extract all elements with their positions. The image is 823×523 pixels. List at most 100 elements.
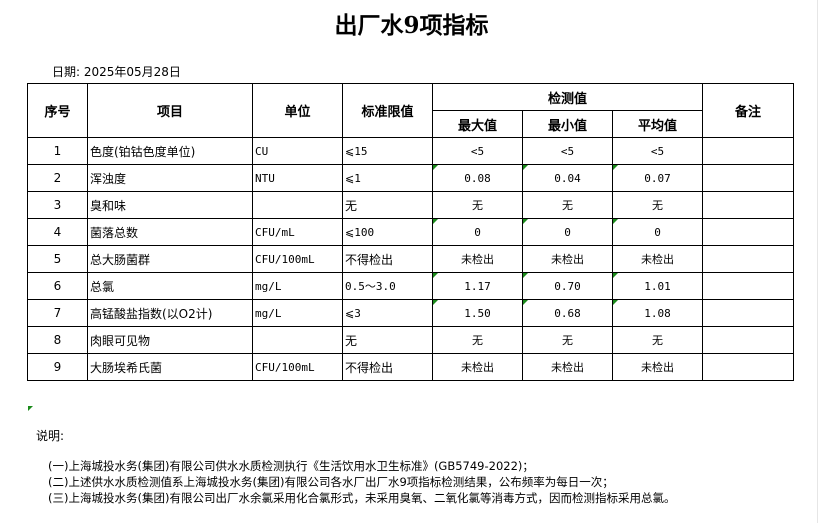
header-measured: 检测值 (432, 83, 703, 111)
note-2: (二)上述供水水质检测值系上海城投水务(集团)有限公司各水厂出厂水9项指标检测结… (48, 475, 614, 489)
cell-max: 1.50 (432, 299, 523, 327)
cell-min: 未检出 (522, 245, 613, 273)
cell-marker (523, 165, 528, 170)
table-row: 8 肉眼可见物无无无无 (27, 326, 794, 354)
cell-min: <5 (522, 137, 613, 165)
cell-no: 4 (27, 218, 88, 246)
cell-remark (702, 137, 794, 165)
cell-unit: mg/L (252, 272, 343, 300)
cell-max: <5 (432, 137, 523, 165)
cell-remark (702, 191, 794, 219)
cell-avg: 0 (612, 218, 703, 246)
cell-no: 5 (27, 245, 88, 273)
cell-remark (702, 272, 794, 300)
cell-marker (28, 406, 33, 411)
cell-avg: 未检出 (612, 245, 703, 273)
cell-no: 8 (27, 326, 88, 354)
header-unit: 单位 (252, 83, 343, 138)
cell-marker (433, 300, 438, 305)
cell-max: 0 (432, 218, 523, 246)
cell-limit: ⩽15 (342, 137, 433, 165)
table-row: 1 色度(铂钴色度单位) CU ⩽15 <5 <5 <5 (27, 137, 794, 165)
cell-max: 未检出 (432, 245, 523, 273)
cell-marker (433, 273, 438, 278)
cell-marker (523, 273, 528, 278)
cell-unit: CFU/100mL (252, 353, 343, 381)
sheet-gridline (817, 0, 818, 523)
cell-remark (702, 326, 794, 354)
page-title: 出厂水9项指标 (334, 12, 489, 39)
cell-limit: ⩽1 (342, 164, 433, 192)
cell-min: 0.68 (522, 299, 613, 327)
cell-remark (702, 164, 794, 192)
cell-limit: 不得检出 (342, 245, 433, 273)
cell-marker (613, 219, 618, 224)
cell-avg: 无 (612, 326, 703, 354)
cell-remark (702, 218, 794, 246)
water-quality-table: 序号 项目 单位 标准限值 检测值 备注 最大值 最小值 平均值 1 色度(铂钴色… (27, 83, 794, 381)
cell-no: 7 (27, 299, 88, 327)
cell-min: 0.04 (522, 164, 613, 192)
note-1: (一)上海城投水务(集团)有限公司供水水质检测执行《生活饮用水卫生标准》(GB5… (48, 459, 534, 473)
notes-label: 说明: (36, 429, 65, 443)
cell-min: 0.70 (522, 272, 613, 300)
cell-unit: CU (252, 137, 343, 165)
cell-item: 总大肠菌群 (87, 245, 253, 273)
cell-min: 未检出 (522, 353, 613, 381)
cell-unit: NTU (252, 164, 343, 192)
cell-marker (613, 165, 618, 170)
cell-marker (433, 165, 438, 170)
cell-no: 1 (27, 137, 88, 165)
table-row: 5 总大肠菌群 CFU/100mL 不得检出 未检出 未检出 未检出 (27, 245, 794, 273)
cell-max: 1.17 (432, 272, 523, 300)
cell-marker (433, 219, 438, 224)
table-row: 3 臭和味无无无无 (27, 191, 794, 219)
cell-item: 肉眼可见物 (87, 326, 253, 354)
note-3: (三)上海城投水务(集团)有限公司出厂水余氯采用化合氯形式，未采用臭氧、二氧化氯… (48, 491, 676, 505)
cell-item: 总氯 (87, 272, 253, 300)
cell-max: 无 (432, 191, 523, 219)
header-min: 最小值 (522, 110, 613, 138)
cell-marker (613, 273, 618, 278)
header-limit: 标准限值 (342, 83, 433, 138)
cell-limit: 无 (342, 191, 433, 219)
report-date: 日期: 2025年05月28日 (52, 65, 181, 79)
cell-limit: 无 (342, 326, 433, 354)
cell-unit: mg/L (252, 299, 343, 327)
cell-remark (702, 353, 794, 381)
header-no: 序号 (27, 83, 88, 138)
cell-item: 大肠埃希氏菌 (87, 353, 253, 381)
cell-avg: 无 (612, 191, 703, 219)
cell-item: 菌落总数 (87, 218, 253, 246)
cell-limit: 不得检出 (342, 353, 433, 381)
cell-avg: <5 (612, 137, 703, 165)
table-row: 6 总氯 mg/L 0.5～3.0 1.17 0.70 1.01 (27, 272, 794, 300)
table-row: 9 大肠埃希氏菌 CFU/100mL 不得检出 未检出 未检出 未检出 (27, 353, 794, 381)
cell-no: 6 (27, 272, 88, 300)
cell-avg: 0.07 (612, 164, 703, 192)
cell-unit: CFU/100mL (252, 245, 343, 273)
cell-item: 浑浊度 (87, 164, 253, 192)
cell-avg: 1.08 (612, 299, 703, 327)
cell-item: 高锰酸盐指数(以O2计) (87, 299, 253, 327)
cell-item: 臭和味 (87, 191, 253, 219)
cell-min: 无 (522, 326, 613, 354)
cell-unit (252, 191, 343, 219)
cell-max: 0.08 (432, 164, 523, 192)
cell-min: 无 (522, 191, 613, 219)
cell-unit: CFU/mL (252, 218, 343, 246)
cell-limit: ⩽100 (342, 218, 433, 246)
cell-item: 色度(铂钴色度单位) (87, 137, 253, 165)
cell-no: 3 (27, 191, 88, 219)
cell-no: 2 (27, 164, 88, 192)
table-row: 7 高锰酸盐指数(以O2计) mg/L ⩽3 1.50 0.68 1.08 (27, 299, 794, 327)
cell-no: 9 (27, 353, 88, 381)
cell-avg: 未检出 (612, 353, 703, 381)
cell-marker (613, 300, 618, 305)
cell-min: 0 (522, 218, 613, 246)
header-max: 最大值 (432, 110, 523, 138)
cell-marker (523, 300, 528, 305)
cell-unit (252, 326, 343, 354)
cell-avg: 1.01 (612, 272, 703, 300)
header-remark: 备注 (702, 83, 794, 138)
